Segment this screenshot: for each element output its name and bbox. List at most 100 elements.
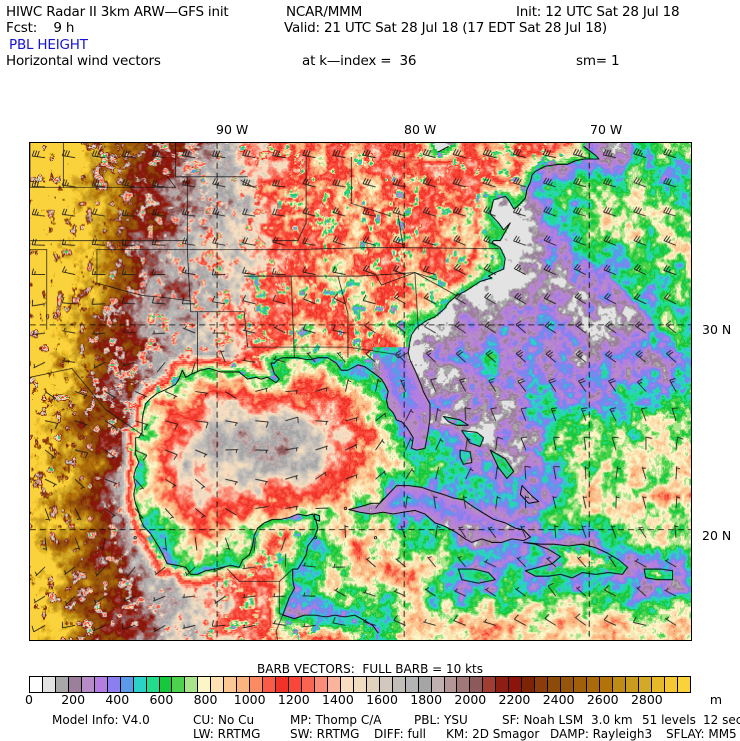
- colorbar-tick-1200: 1200: [277, 692, 310, 707]
- colorbar-swatch: [431, 677, 445, 692]
- colorbar-swatch: [198, 677, 212, 692]
- colorbar: [29, 676, 691, 693]
- colorbar-swatch: [379, 677, 393, 692]
- colorbar-swatch: [263, 677, 277, 692]
- colorbar-tick-600: 600: [149, 692, 174, 707]
- colorbar-swatch: [159, 677, 173, 692]
- footer-longwave-rad: LW: RRTMG: [193, 727, 261, 741]
- footer-vertical-levels: 51 levels: [642, 713, 696, 727]
- footer-surface-scheme: SF: Noah LSM: [502, 713, 584, 727]
- colorbar-swatch: [289, 677, 303, 692]
- colorbar-swatch: [340, 677, 354, 692]
- colorbar-swatch: [651, 677, 665, 692]
- colorbar-swatch: [30, 677, 43, 692]
- colorbar-swatch: [599, 677, 613, 692]
- colorbar-swatch: [586, 677, 600, 692]
- footer-eddy-coef: KM: 2D Smagor: [446, 727, 540, 741]
- colorbar-swatch: [522, 677, 536, 692]
- latitude-label-1: 20 N: [702, 528, 732, 543]
- footer-shortwave-rad: SW: RRTMG: [290, 727, 360, 741]
- colorbar-swatch: [42, 677, 56, 692]
- colorbar-tick-200: 200: [61, 692, 86, 707]
- footer-damping: DAMP: Rayleigh3: [550, 727, 653, 741]
- colorbar-swatch: [457, 677, 471, 692]
- colorbar-swatch: [107, 677, 121, 692]
- longitude-label-0: 90 W: [216, 122, 249, 137]
- colorbar-swatch: [625, 677, 639, 692]
- colorbar-tick-2200: 2200: [498, 692, 531, 707]
- colorbar-swatch: [172, 677, 186, 692]
- colorbar-swatch: [224, 677, 238, 692]
- footer-diffusion: DIFF: full: [374, 727, 427, 741]
- longitude-label-2: 70 W: [590, 122, 623, 137]
- colorbar-tick-400: 400: [105, 692, 130, 707]
- colorbar-swatch: [302, 677, 315, 692]
- colorbar-swatch: [638, 677, 652, 692]
- colorbar-swatch: [444, 677, 458, 692]
- colorbar-unit-label: m: [709, 692, 722, 707]
- colorbar-swatch: [535, 677, 549, 692]
- colorbar-swatch: [677, 677, 690, 692]
- colorbar-tick-2400: 2400: [542, 692, 575, 707]
- longitude-label-1: 80 W: [404, 122, 437, 137]
- colorbar-tick-1400: 1400: [322, 692, 354, 707]
- header-init-time: Init: 12 UTC Sat 28 Jul 18: [516, 4, 680, 20]
- colorbar-swatch: [353, 677, 367, 692]
- colorbar-tick-1000: 1000: [233, 692, 266, 707]
- colorbar-swatch: [392, 677, 406, 692]
- colorbar-swatch: [276, 677, 290, 692]
- colorbar-swatch: [574, 677, 587, 692]
- colorbar-swatch: [548, 677, 562, 692]
- colorbar-tick-2800: 2800: [630, 692, 663, 707]
- footer-grid-spacing: 3.0 km: [591, 713, 633, 727]
- map-panel[interactable]: [29, 142, 692, 641]
- colorbar-swatch: [185, 677, 199, 692]
- colorbar-swatch: [133, 677, 147, 692]
- barb-vector-legend: BARB VECTORS: FULL BARB = 10 kts: [257, 662, 483, 676]
- header-vector-desc: Horizontal wind vectors: [6, 53, 161, 69]
- colorbar-swatch: [314, 677, 328, 692]
- colorbar-tick-labels: 0 200 400 600 800 1000 1200 1400 1600 1800 2000 220…: [0, 692, 740, 709]
- colorbar-swatch: [496, 677, 510, 692]
- colorbar-swatch: [612, 677, 626, 692]
- footer-surface-layer: SFLAY: MM5: [666, 727, 737, 741]
- colorbar-swatch: [483, 677, 497, 692]
- colorbar-swatch: [250, 677, 264, 692]
- colorbar-swatch: [68, 677, 82, 692]
- colorbar-tick-1600: 1600: [366, 692, 398, 707]
- colorbar-tick-0: 0: [25, 692, 33, 707]
- colorbar-tick-2600: 2600: [586, 692, 619, 707]
- header-model-title: HIWC Radar II 3km ARW—GFS init: [6, 4, 229, 20]
- colorbar-swatch: [81, 677, 95, 692]
- latitude-label-0: 30 N: [702, 322, 732, 337]
- footer-timestep: 12 sec: [703, 713, 740, 727]
- colorbar-swatch: [146, 677, 160, 692]
- footer-pbl-scheme: PBL: YSU: [414, 713, 468, 727]
- colorbar-swatch: [366, 677, 380, 692]
- footer-cumulus-scheme: CU: No Cu: [193, 713, 255, 727]
- colorbar-tick-2000: 2000: [454, 692, 487, 707]
- colorbar-swatch: [120, 677, 134, 692]
- header-forecast-hour: Fcst: 9 h: [6, 20, 75, 36]
- header-smoothing: sm= 1: [576, 53, 620, 69]
- colorbar-swatch: [55, 677, 69, 692]
- header-institution: NCAR/MMM: [286, 4, 363, 20]
- footer-microphysics: MP: Thomp C/A: [290, 713, 382, 727]
- header-valid-time: Valid: 21 UTC Sat 28 Jul 18 (17 EDT Sat …: [284, 20, 607, 36]
- colorbar-swatch: [418, 677, 432, 692]
- colorbar-swatch: [509, 677, 523, 692]
- colorbar-tick-1800: 1800: [410, 692, 443, 707]
- colorbar-swatch: [664, 677, 678, 692]
- footer-model-version: Model Info: V4.0: [52, 713, 150, 727]
- colorbar-swatch: [94, 677, 108, 692]
- colorbar-swatch: [327, 677, 341, 692]
- colorbar-swatch: [470, 677, 484, 692]
- colorbar-swatch: [405, 677, 419, 692]
- colorbar-swatch: [561, 677, 575, 692]
- pbl-height-field-canvas: [30, 143, 691, 640]
- header-k-index: at k—index = 36: [302, 53, 417, 69]
- colorbar-swatch: [237, 677, 251, 692]
- header-field-name: PBL HEIGHT: [9, 37, 88, 53]
- colorbar-tick-800: 800: [193, 692, 218, 707]
